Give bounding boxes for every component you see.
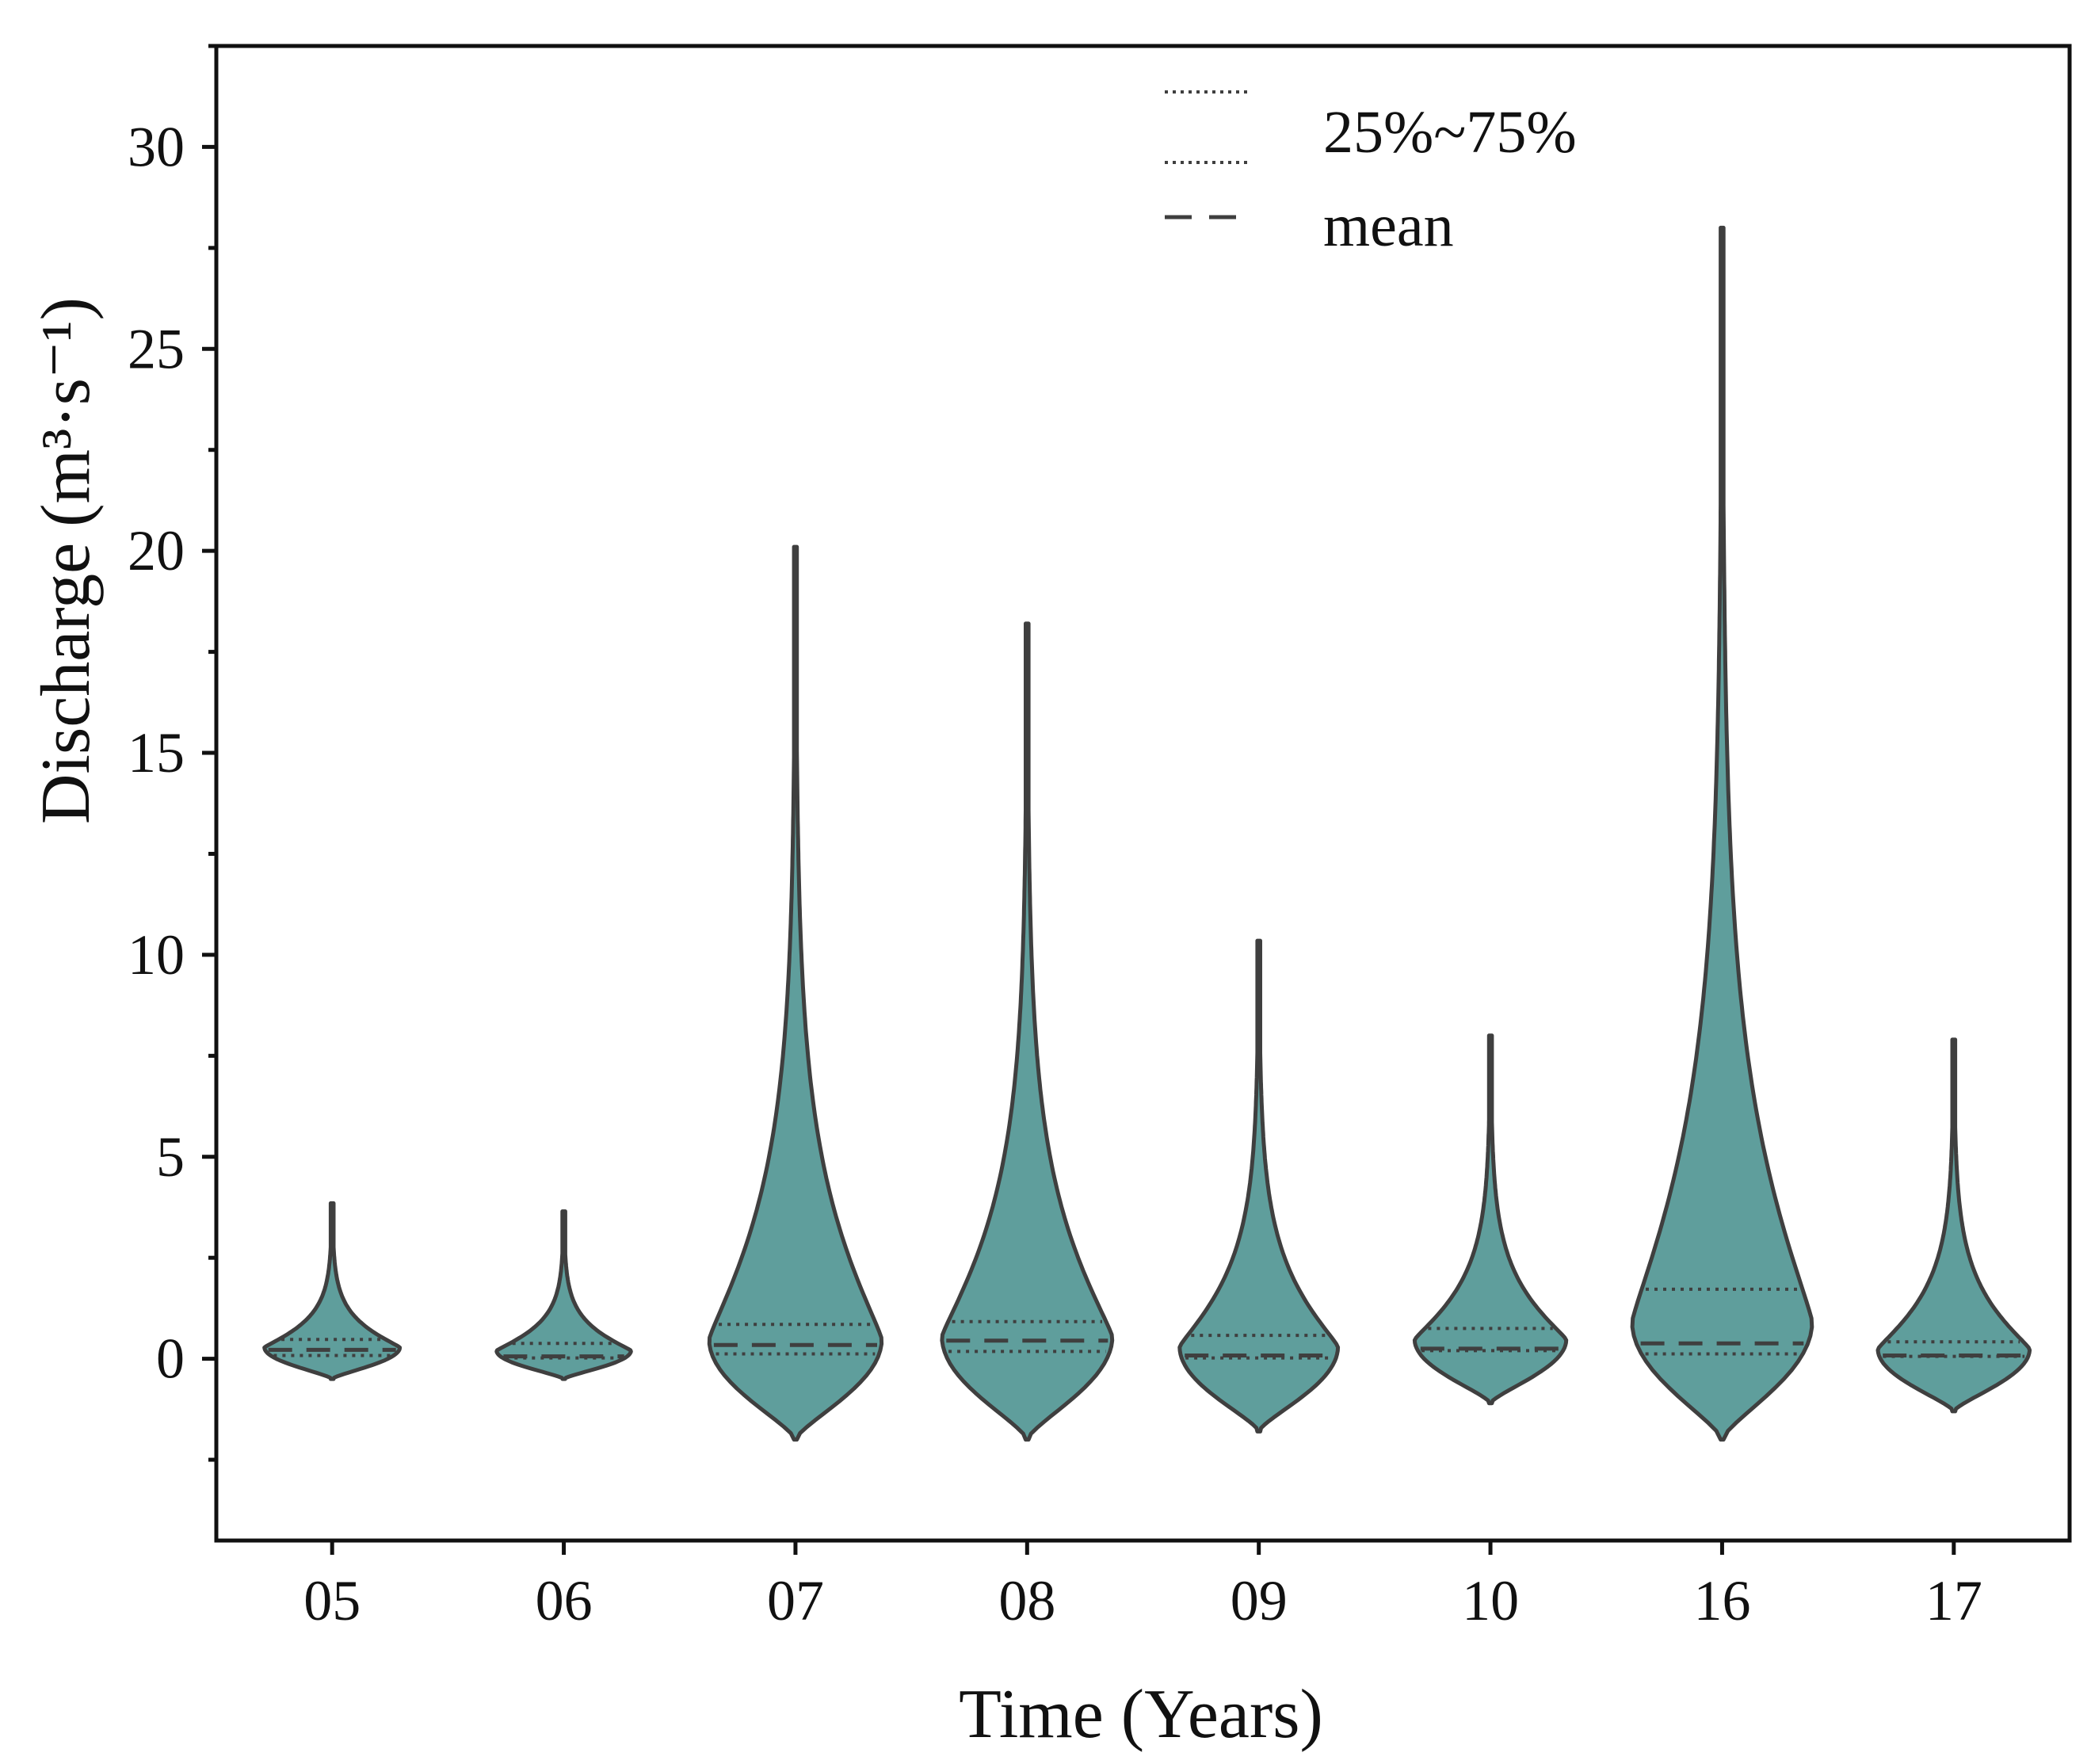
violin-10: [1412, 1033, 1569, 1406]
y-axis-title: Discharge (m³·s⁻¹): [28, 297, 105, 824]
violin-08: [940, 621, 1115, 1442]
x-tick-label-06: 06: [536, 1569, 593, 1632]
violin-body-06: [494, 1209, 633, 1381]
violin-body-10: [1412, 1033, 1569, 1406]
legend-label-quartiles: 25%~75%: [1323, 99, 1577, 166]
violin-body-17: [1875, 1037, 2032, 1414]
violin-body-16: [1630, 225, 1814, 1442]
y-tick-label-5: 5: [156, 1125, 185, 1189]
violin-body-05: [262, 1201, 403, 1381]
y-tick-label-10: 10: [128, 923, 185, 987]
y-tick-label-30: 30: [128, 115, 185, 178]
y-tick-label-20: 20: [128, 519, 185, 582]
y-tick-label-15: 15: [128, 721, 185, 785]
x-tick-label-05: 05: [303, 1569, 361, 1632]
x-tick-label-10: 10: [1462, 1569, 1519, 1632]
x-tick-label-08: 08: [998, 1569, 1055, 1632]
violin-17: [1875, 1037, 2032, 1414]
violin-07: [707, 544, 884, 1442]
violin-body-08: [940, 621, 1115, 1442]
violins-layer: [262, 225, 2032, 1442]
x-tick-label-09: 09: [1231, 1569, 1288, 1632]
violin-06: [494, 1209, 633, 1381]
y-axis-title-unit: (m³·s⁻¹): [28, 297, 105, 527]
x-tick-label-17: 17: [1925, 1569, 1982, 1632]
violin-body-07: [707, 544, 884, 1442]
y-tick-label-0: 0: [156, 1327, 185, 1391]
y-tick-label-25: 25: [128, 317, 185, 380]
violin-05: [262, 1201, 403, 1381]
x-axis-title: Time (Years): [959, 1676, 1323, 1753]
legend-label-mean: mean: [1323, 193, 1454, 259]
violin-16: [1630, 225, 1814, 1442]
legend: 25%~75% mean: [1165, 90, 1577, 259]
violin-body-09: [1177, 938, 1341, 1434]
plot-frame: [214, 44, 2072, 1543]
violin-09: [1177, 938, 1341, 1434]
y-axis-title-main: Discharge: [28, 543, 105, 824]
x-tick-label-07: 07: [767, 1569, 824, 1632]
x-tick-label-16: 16: [1693, 1569, 1750, 1632]
